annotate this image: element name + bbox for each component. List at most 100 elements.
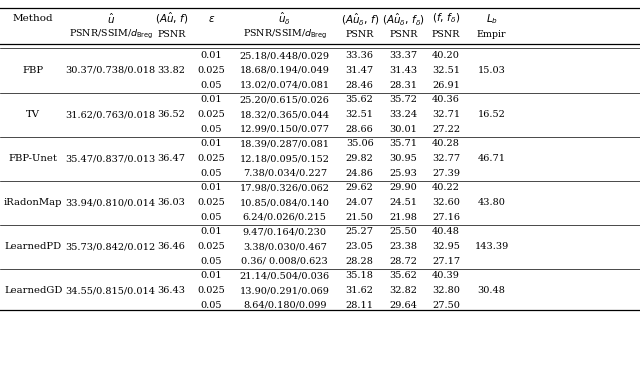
- Text: PSNR: PSNR: [157, 30, 186, 39]
- Text: PSNR/SSIM/$d_{\mathrm{Breg}}$: PSNR/SSIM/$d_{\mathrm{Breg}}$: [68, 28, 153, 41]
- Text: 32.80: 32.80: [432, 286, 460, 295]
- Text: 40.36: 40.36: [432, 95, 460, 104]
- Text: 36.52: 36.52: [157, 110, 186, 119]
- Text: 0.05: 0.05: [200, 125, 222, 134]
- Text: 35.18: 35.18: [346, 272, 374, 280]
- Text: 30.37/0.738/0.018: 30.37/0.738/0.018: [66, 66, 156, 75]
- Text: 35.06: 35.06: [346, 140, 374, 148]
- Text: 28.46: 28.46: [346, 81, 374, 90]
- Text: 9.47/0.164/0.230: 9.47/0.164/0.230: [243, 228, 327, 236]
- Text: 12.18/0.095/0.152: 12.18/0.095/0.152: [240, 154, 330, 163]
- Text: 40.22: 40.22: [432, 184, 460, 192]
- Text: 35.73/0.842/0.012: 35.73/0.842/0.012: [65, 242, 156, 251]
- Text: 31.47: 31.47: [346, 66, 374, 75]
- Text: PSNR: PSNR: [389, 30, 417, 39]
- Text: 0.01: 0.01: [200, 184, 222, 192]
- Text: FBP-Unet: FBP-Unet: [9, 154, 58, 163]
- Text: 29.82: 29.82: [346, 154, 374, 163]
- Text: 27.39: 27.39: [432, 169, 460, 178]
- Text: 28.31: 28.31: [389, 81, 417, 90]
- Text: 33.82: 33.82: [157, 66, 186, 75]
- Text: 0.025: 0.025: [197, 154, 225, 163]
- Text: 35.47/0.837/0.013: 35.47/0.837/0.013: [65, 154, 156, 163]
- Text: 35.62: 35.62: [346, 95, 374, 104]
- Text: $\hat{u}$: $\hat{u}$: [107, 12, 115, 26]
- Text: 32.51: 32.51: [346, 110, 374, 119]
- Text: 36.03: 36.03: [157, 198, 186, 207]
- Text: 7.38/0.034/0.227: 7.38/0.034/0.227: [243, 169, 327, 178]
- Text: 25.27: 25.27: [346, 228, 374, 236]
- Text: 27.50: 27.50: [432, 301, 460, 310]
- Text: 0.05: 0.05: [200, 81, 222, 90]
- Text: 0.01: 0.01: [200, 95, 222, 104]
- Text: 0.01: 0.01: [200, 51, 222, 60]
- Text: 43.80: 43.80: [477, 198, 506, 207]
- Text: 27.22: 27.22: [432, 125, 460, 134]
- Text: 40.20: 40.20: [432, 51, 460, 60]
- Text: PSNR/SSIM/$d_{\mathrm{Breg}}$: PSNR/SSIM/$d_{\mathrm{Breg}}$: [243, 28, 327, 41]
- Text: 0.025: 0.025: [197, 286, 225, 295]
- Text: 24.86: 24.86: [346, 169, 374, 178]
- Text: $(f,\, f_\delta)$: $(f,\, f_\delta)$: [432, 12, 460, 25]
- Text: 21.50: 21.50: [346, 213, 374, 222]
- Text: $(A\hat{u}_\delta,\, f_\delta)$: $(A\hat{u}_\delta,\, f_\delta)$: [381, 11, 425, 26]
- Text: 29.62: 29.62: [346, 184, 374, 192]
- Text: 30.01: 30.01: [389, 125, 417, 134]
- Text: 28.72: 28.72: [389, 257, 417, 266]
- Text: 6.24/0.026/0.215: 6.24/0.026/0.215: [243, 213, 327, 222]
- Text: 30.95: 30.95: [389, 154, 417, 163]
- Text: PSNR: PSNR: [346, 30, 374, 39]
- Text: 28.66: 28.66: [346, 125, 374, 134]
- Text: 32.82: 32.82: [389, 286, 417, 295]
- Text: 0.025: 0.025: [197, 242, 225, 251]
- Text: 143.39: 143.39: [474, 242, 509, 251]
- Text: 33.37: 33.37: [389, 51, 417, 60]
- Text: 12.99/0.150/0.077: 12.99/0.150/0.077: [240, 125, 330, 134]
- Text: 23.38: 23.38: [389, 242, 417, 251]
- Text: 13.90/0.291/0.069: 13.90/0.291/0.069: [240, 286, 330, 295]
- Text: 34.55/0.815/0.014: 34.55/0.815/0.014: [66, 286, 156, 295]
- Text: 33.36: 33.36: [346, 51, 374, 60]
- Text: 26.91: 26.91: [432, 81, 460, 90]
- Text: 35.72: 35.72: [389, 95, 417, 104]
- Text: 0.36/ 0.008/0.623: 0.36/ 0.008/0.623: [241, 257, 328, 266]
- Text: 0.025: 0.025: [197, 66, 225, 75]
- Text: 32.60: 32.60: [432, 198, 460, 207]
- Text: Empir: Empir: [477, 30, 506, 39]
- Text: Method: Method: [13, 14, 54, 23]
- Text: 28.11: 28.11: [346, 301, 374, 310]
- Text: 18.32/0.365/0.044: 18.32/0.365/0.044: [240, 110, 330, 119]
- Text: 35.71: 35.71: [389, 140, 417, 148]
- Text: 0.01: 0.01: [200, 228, 222, 236]
- Text: TV: TV: [26, 110, 40, 119]
- Text: 3.38/0.030/0.467: 3.38/0.030/0.467: [243, 242, 327, 251]
- Text: 32.95: 32.95: [432, 242, 460, 251]
- Text: 27.16: 27.16: [432, 213, 460, 222]
- Text: 23.05: 23.05: [346, 242, 374, 251]
- Text: 32.51: 32.51: [432, 66, 460, 75]
- Text: 46.71: 46.71: [477, 154, 506, 163]
- Text: iRadonMap: iRadonMap: [4, 198, 63, 207]
- Text: 28.28: 28.28: [346, 257, 374, 266]
- Text: 16.52: 16.52: [477, 110, 506, 119]
- Text: 25.50: 25.50: [389, 228, 417, 236]
- Text: 27.17: 27.17: [432, 257, 460, 266]
- Text: 0.05: 0.05: [200, 213, 222, 222]
- Text: 21.98: 21.98: [389, 213, 417, 222]
- Text: 21.14/0.504/0.036: 21.14/0.504/0.036: [240, 272, 330, 280]
- Text: 40.39: 40.39: [432, 272, 460, 280]
- Text: $\epsilon$: $\epsilon$: [207, 14, 215, 23]
- Text: 0.05: 0.05: [200, 301, 222, 310]
- Text: 18.68/0.194/0.049: 18.68/0.194/0.049: [240, 66, 330, 75]
- Text: LearnedPD: LearnedPD: [4, 242, 62, 251]
- Text: 31.43: 31.43: [389, 66, 417, 75]
- Text: 33.94/0.810/0.014: 33.94/0.810/0.014: [66, 198, 156, 207]
- Text: 36.43: 36.43: [157, 286, 186, 295]
- Text: 36.47: 36.47: [157, 154, 186, 163]
- Text: 35.62: 35.62: [389, 272, 417, 280]
- Text: $(A\hat{u},\, f)$: $(A\hat{u},\, f)$: [155, 11, 188, 26]
- Text: 40.28: 40.28: [432, 140, 460, 148]
- Text: 0.05: 0.05: [200, 257, 222, 266]
- Text: 13.02/0.074/0.081: 13.02/0.074/0.081: [240, 81, 330, 90]
- Text: 25.93: 25.93: [389, 169, 417, 178]
